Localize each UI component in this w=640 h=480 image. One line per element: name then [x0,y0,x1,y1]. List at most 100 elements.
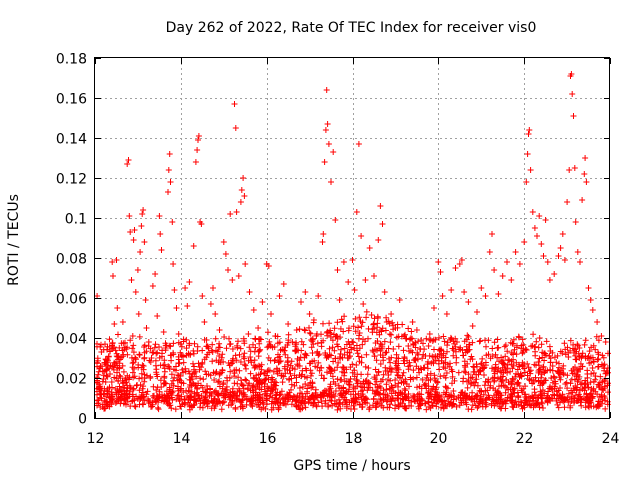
data-point [350,402,357,409]
data-point [293,379,300,386]
data-point [221,398,228,405]
data-point [355,324,361,331]
data-point [277,391,284,398]
data-point [401,355,408,362]
data-point [232,406,239,412]
data-point [565,399,572,406]
data-point [202,393,209,400]
data-point [529,209,536,215]
data-point [573,373,580,380]
data-point [302,381,309,387]
data-point [421,346,428,353]
data-point [555,404,562,411]
data-point [543,352,549,359]
data-point [499,273,506,279]
data-point [531,225,538,231]
data-point [186,340,193,347]
data-point [448,392,455,399]
data-point [386,355,392,362]
data-point [129,333,136,339]
data-point [503,397,510,404]
data-point [252,392,259,399]
data-point [466,341,472,348]
data-point [195,133,202,139]
data-point [291,366,298,373]
data-point [582,337,589,344]
data-point [307,330,314,337]
data-point [483,343,489,350]
y-tick-label: 0.04 [56,332,87,348]
data-point [557,245,564,251]
data-point [216,340,223,347]
data-point [420,364,427,371]
data-point [133,382,140,389]
data-point [226,374,233,381]
data-point [586,355,593,362]
data-point [370,402,376,409]
data-point [442,359,449,366]
data-point [155,393,162,400]
data-point [359,403,366,410]
data-point [561,340,568,347]
data-point [114,369,120,376]
data-point [320,231,327,237]
data-point [372,381,379,388]
data-point [312,363,319,370]
data-point [331,367,338,374]
data-point [237,345,244,352]
data-point [241,350,248,357]
plot-frame [94,57,610,419]
data-point [461,368,468,375]
data-point [212,395,218,402]
data-point [377,203,384,209]
data-point [473,361,480,368]
data-point [556,369,563,376]
data-point [443,311,450,317]
data-point [167,343,174,350]
data-point [173,396,180,403]
data-point [339,318,346,325]
data-point [113,257,120,263]
data-point [326,365,333,372]
data-point [125,157,132,163]
data-point [570,341,577,348]
data-point [138,223,145,229]
data-point [180,380,187,387]
data-point [372,346,378,353]
data-point [245,331,252,337]
data-point [526,127,533,133]
data-point [223,345,230,352]
data-point [153,350,160,357]
data-point [293,394,299,401]
data-point [115,331,121,338]
data-point [569,389,576,396]
data-point [453,359,460,366]
data-point [216,371,223,378]
data-point [526,398,533,405]
data-point [464,360,471,367]
data-point [387,359,394,366]
data-point [350,323,357,330]
data-point [572,383,579,389]
data-point [306,329,313,336]
data-point [598,333,605,339]
data-point [135,364,142,371]
data-point [498,382,505,389]
data-point [550,373,557,380]
data-point [124,161,131,167]
data-point [459,389,466,396]
data-point [507,393,514,400]
data-point [438,347,445,354]
data-point [137,381,144,388]
data-point [173,305,180,311]
data-point [139,401,146,407]
data-point [374,324,381,331]
data-point [464,332,471,339]
data-point [302,393,309,400]
data-point [504,259,510,265]
data-point [266,385,273,392]
y-tick-label: 0.02 [56,372,87,388]
data-point [263,396,270,403]
data-point [456,346,462,353]
